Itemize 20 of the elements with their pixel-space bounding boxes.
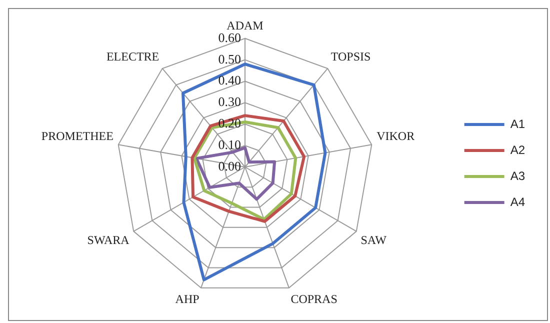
spoke-label: COPRAS	[290, 292, 338, 306]
spoke-label: VIKOR	[376, 128, 415, 143]
y-tick-label: 0.30	[218, 94, 241, 110]
spoke-label: ELECTRE	[106, 50, 160, 64]
spoke-label: TOPSIS	[330, 50, 371, 64]
y-tick-label: 0.20	[218, 116, 241, 131]
legend-label: A4	[510, 194, 526, 209]
legend-label: A1	[510, 116, 526, 131]
y-tick-label: 0.00	[218, 158, 241, 174]
spoke-label: PROMETHEE	[41, 128, 114, 143]
spoke-label: SWARA	[87, 233, 130, 248]
y-tick-label: 0.60	[218, 30, 241, 45]
spoke-label: AHP	[175, 292, 200, 306]
y-tick-label: 0.50	[218, 51, 241, 66]
legend-label: A2	[510, 142, 526, 157]
spoke-label: ADAM	[226, 18, 264, 32]
spoke-label: SAW	[360, 233, 388, 248]
y-tick-label: 0.40	[218, 72, 241, 88]
legend-label: A3	[510, 168, 526, 183]
y-tick-label: 0.10	[218, 136, 241, 152]
